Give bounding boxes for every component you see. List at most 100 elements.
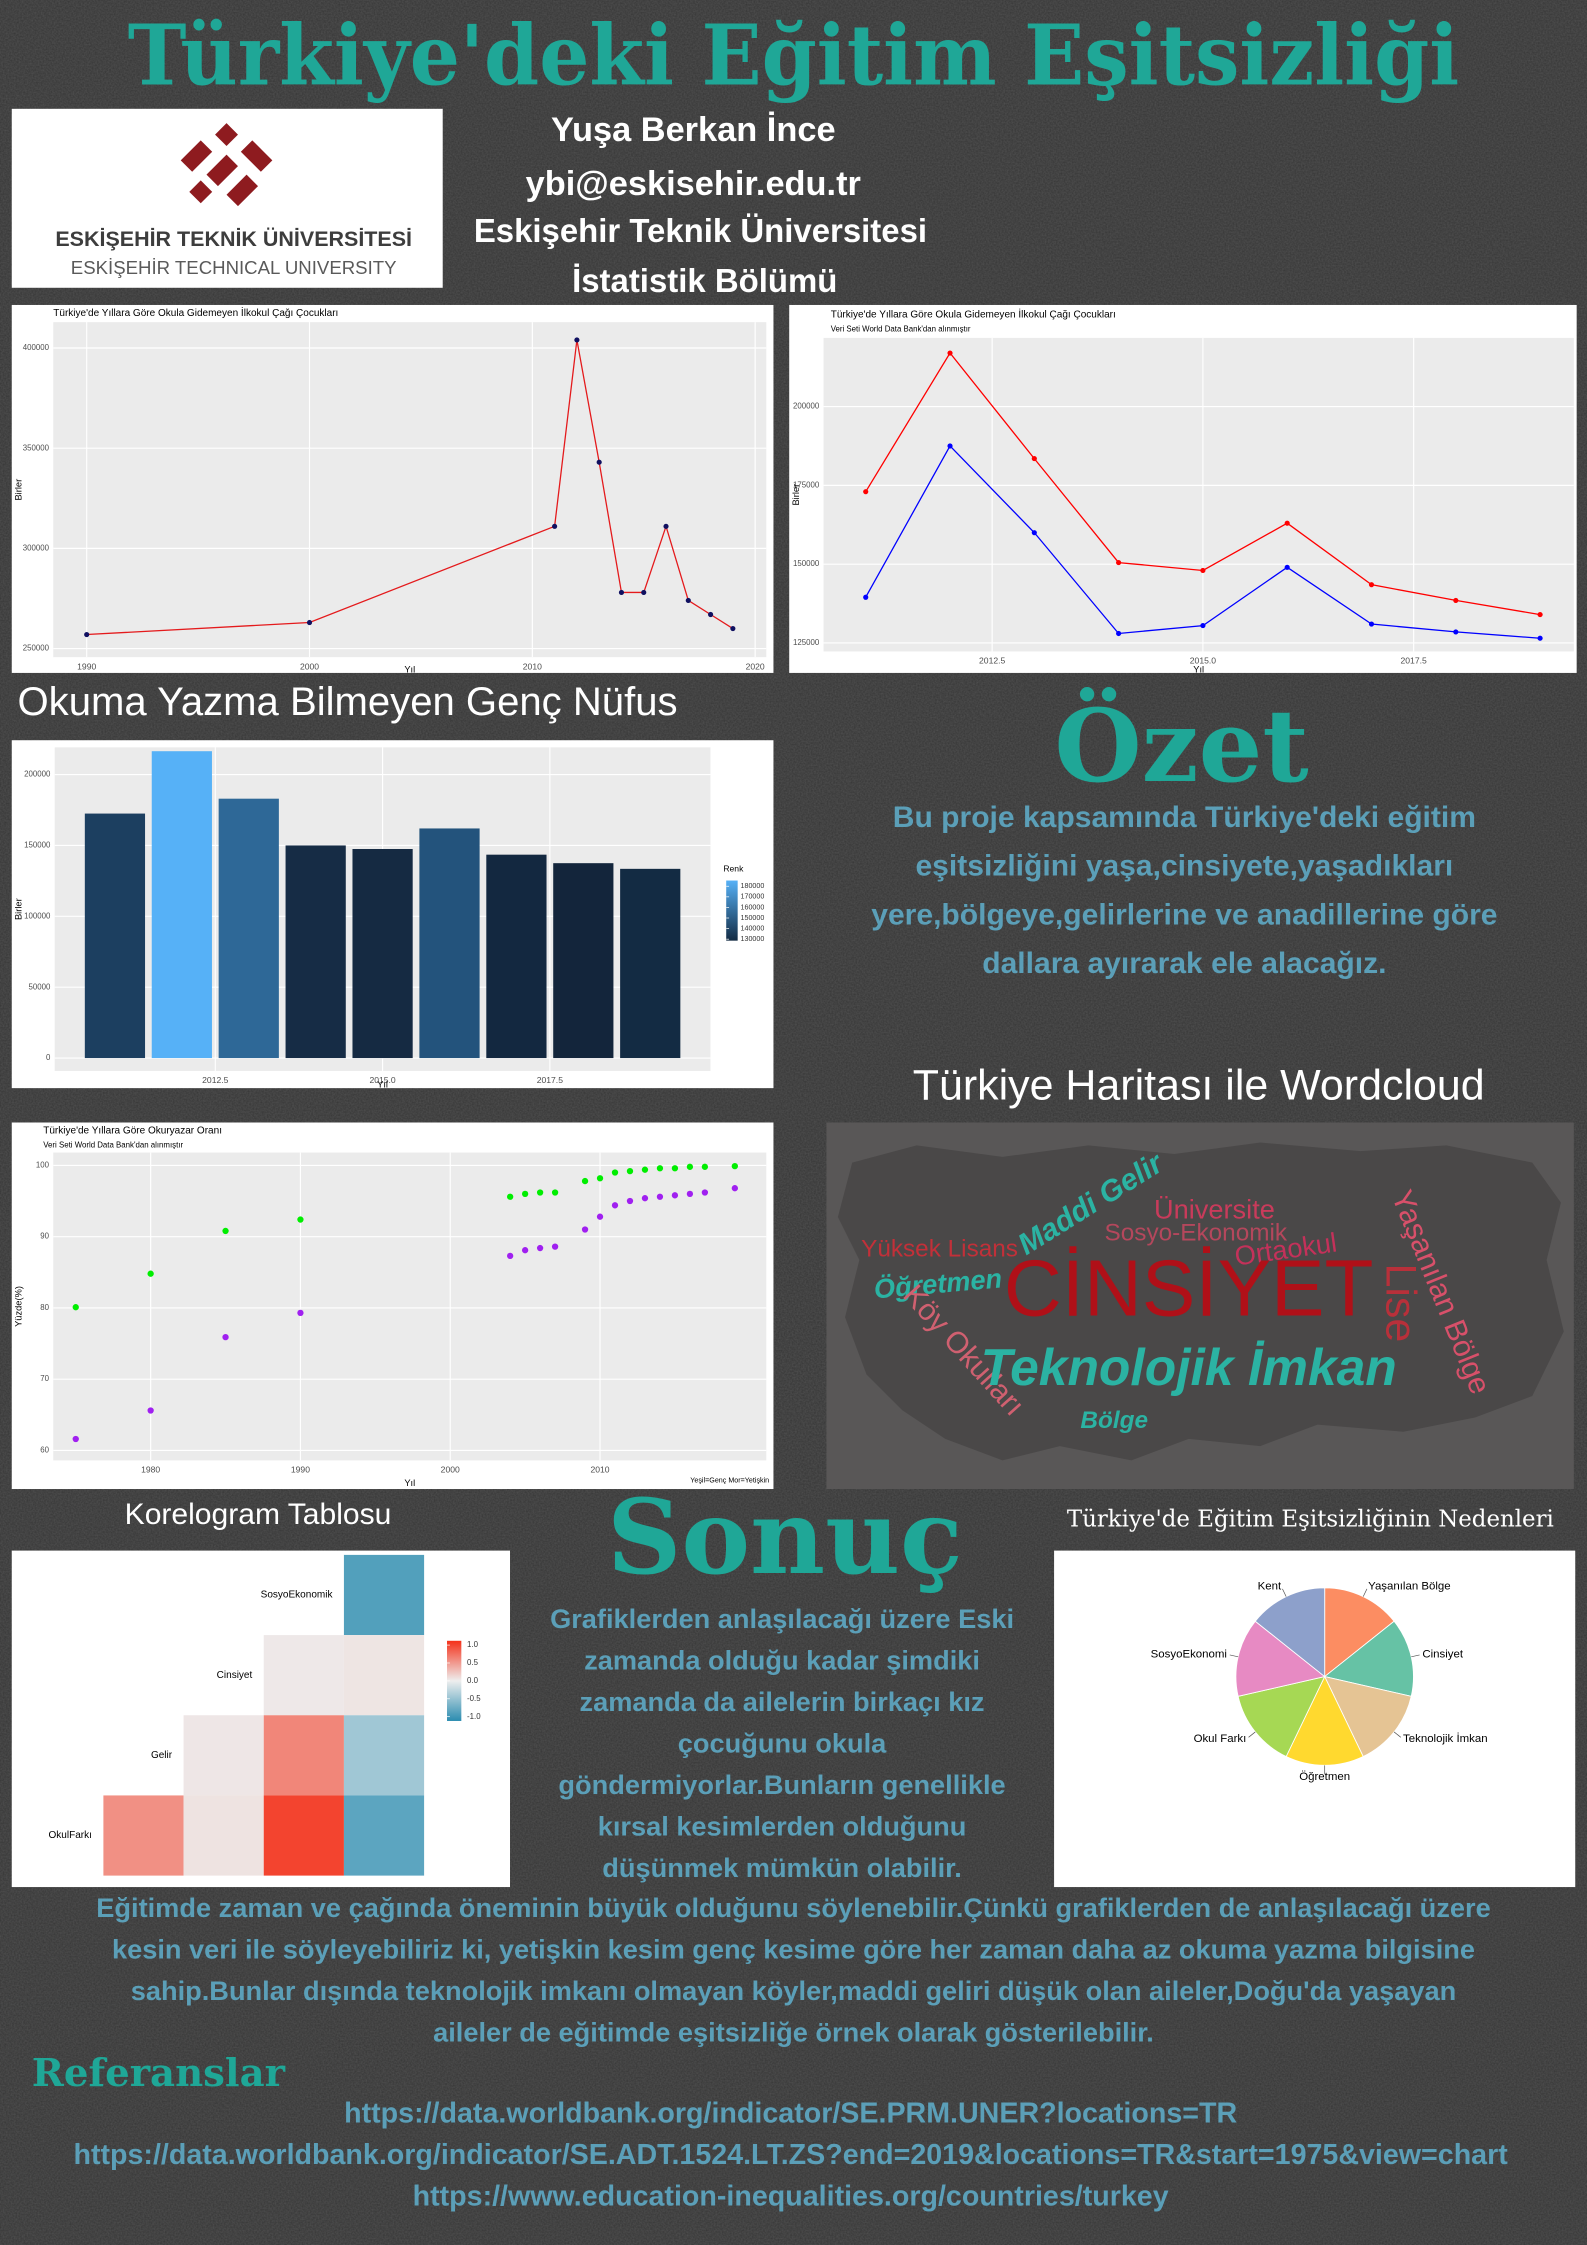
chart: SosyoEkonomik Cinsiyet Gelir OkulFarkı 1.0 0.… <box>11 1550 511 1888</box>
y-tick-label: 0 <box>46 1053 51 1062</box>
pie-label: Öğretmen <box>1299 1771 1350 1783</box>
point <box>536 1189 544 1196</box>
heatmap-cell <box>343 1715 425 1796</box>
point <box>1453 629 1459 635</box>
point <box>626 1197 634 1205</box>
chart-title: Türkiye'de Eğitim Eşitsizliğinin Nedenle… <box>1067 1507 1554 1533</box>
colorbar-label: -1.0 <box>467 1712 481 1721</box>
point <box>686 1163 694 1170</box>
chart-title: Türkiye'de Yıllara Göre Okula Gidemeyen … <box>53 306 338 319</box>
summary-heading: Özet <box>1054 685 1308 805</box>
point <box>521 1247 529 1254</box>
heatmap-cell <box>343 1635 425 1716</box>
leader-line <box>1229 1654 1239 1658</box>
heatmap-cell <box>183 1795 264 1876</box>
x-tick-label: 2012.5 <box>979 656 1005 666</box>
conclusion-line: zamanda olduğu kadar şimdiki <box>584 1644 980 1675</box>
x-tick-label: 1980 <box>141 1465 160 1475</box>
point <box>552 523 558 529</box>
point <box>641 1195 649 1202</box>
conclusion-heading: Sonuç <box>607 1477 963 1598</box>
point <box>671 1192 679 1199</box>
x-tick-label: 2012.5 <box>202 1075 228 1085</box>
university: Eskişehir Teknik Üniversitesi <box>474 212 927 249</box>
y-tick-label: 350000 <box>23 443 50 452</box>
pie-slice <box>1324 1587 1395 1678</box>
point <box>84 631 90 638</box>
point <box>596 1175 604 1182</box>
point <box>641 589 647 596</box>
point <box>536 1244 544 1252</box>
word: Bölge <box>1080 1407 1148 1434</box>
point <box>731 1162 738 1170</box>
chart-title: Korelogram Tablosu <box>125 1498 392 1531</box>
heatmap-cell <box>183 1715 264 1796</box>
point <box>730 625 736 632</box>
chart: Türkiye'de Yıllara Göre Okula Gidemeyen … <box>789 304 1577 675</box>
logo-name: ESKİŞEHİR TEKNİK ÜNİVERSİTESİ <box>55 226 412 251</box>
y-tick-label: 150000 <box>793 559 820 568</box>
chart: Türkiye'de Yıllara Göre Okuryazar Oranı V… <box>11 1122 774 1490</box>
point <box>222 1333 229 1341</box>
word: Üniversite <box>1154 1193 1275 1224</box>
chart: Yaşanılan Bölge Cinsiyet Teknolojik İmkan Ö… <box>1054 1550 1576 1888</box>
colorbar-label: 1.0 <box>467 1640 479 1649</box>
point <box>1116 560 1122 566</box>
chart-title: Türkiye'de Yıllara Göre Okula Gidemeyen … <box>831 308 1116 321</box>
y-tick-label: 100 <box>36 1160 50 1169</box>
row-label: OkulFarkı <box>49 1830 92 1841</box>
point <box>663 523 669 529</box>
point <box>641 1166 649 1173</box>
leader-line <box>1248 1731 1256 1738</box>
x-tick-label: 2020 <box>746 661 765 671</box>
pie-slice <box>1323 1620 1414 1697</box>
x-tick-label: 2017.5 <box>537 1075 563 1085</box>
colorbar-label: 140000 <box>741 924 765 932</box>
point <box>574 337 580 343</box>
reference-link: https://www.education-inequalities.org/c… <box>413 2180 1169 2212</box>
colorbar-label: 170000 <box>741 893 765 901</box>
row-label: SosyoEkonomik <box>261 1590 334 1601</box>
point <box>686 1190 694 1198</box>
point <box>701 1189 709 1196</box>
point <box>611 1202 619 1209</box>
summary-line: Bu proje kapsamında Türkiye'deki eğitim <box>893 801 1476 834</box>
author: Yuşa Berkan İnce <box>551 111 836 149</box>
y-tick-label: 90 <box>40 1232 49 1241</box>
point <box>863 489 869 495</box>
point <box>297 1309 304 1317</box>
conclusion-line: Grafiklerden anlaşılacağı üzere Eski <box>550 1603 1014 1634</box>
point <box>551 1243 559 1250</box>
reference-link: https://data.worldbank.org/indicator/SE.… <box>344 2097 1237 2129</box>
chart-title: Türkiye'de Yıllara Göre Okuryazar Oranı <box>43 1126 222 1137</box>
y-tick-label: 150000 <box>24 841 51 850</box>
leader-line <box>1411 1654 1420 1658</box>
chart: 2012.5 2015.0 2017.5 0 50000 100000 150000 2000… <box>11 740 774 1090</box>
chart: Türkiye'de Yıllara Göre Okula Gidemeyen … <box>11 304 774 675</box>
chart-subtitle: Veri Seti World Data Bank'dan alınmıştır <box>43 1140 183 1149</box>
y-axis-label: Birler <box>13 479 23 501</box>
colorbar-label: 180000 <box>741 882 765 890</box>
email: ybi@eskisehir.edu.tr <box>526 165 861 203</box>
point <box>863 594 869 600</box>
point <box>731 1185 738 1192</box>
leader-line <box>1282 1588 1287 1597</box>
point <box>581 1177 589 1185</box>
point <box>506 1252 514 1260</box>
conclusion-line: kesin veri ile söyleyebiliriz ki, yetişk… <box>112 1934 1475 1965</box>
chart-subtitle: Veri Seti World Data Bank'dan alınmıştır <box>831 324 971 333</box>
point <box>297 1216 304 1223</box>
conclusion-line: göndermiyorlar.Bunların genellikle <box>558 1769 1005 1800</box>
point <box>222 1227 229 1235</box>
word: CİNSİYET <box>1004 1242 1374 1332</box>
wordcloud: Maddi GelirÜniversiteSosyo-EkonomikYükse… <box>826 1122 1574 1490</box>
point <box>611 1169 619 1176</box>
x-tick-label: 2000 <box>441 1465 460 1475</box>
pie-label: Teknolojik İmkan <box>1403 1732 1488 1745</box>
point <box>1031 530 1037 536</box>
point <box>626 1167 634 1175</box>
conclusion-line: çocuğunu okula <box>678 1728 887 1759</box>
colorbar-label: 130000 <box>741 935 765 943</box>
y-tick-label: 100000 <box>24 911 51 920</box>
